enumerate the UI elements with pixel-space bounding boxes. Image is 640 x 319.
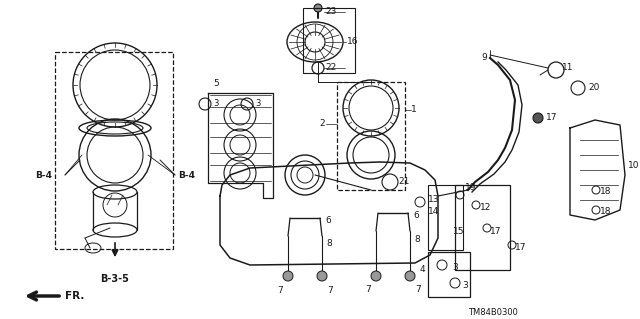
Bar <box>455 185 510 270</box>
Text: 2: 2 <box>319 120 325 129</box>
Text: 9: 9 <box>481 54 487 63</box>
Bar <box>55 52 173 249</box>
Text: 22: 22 <box>325 63 336 72</box>
Text: 7: 7 <box>365 285 371 294</box>
Text: 17: 17 <box>515 243 527 253</box>
Text: FR.: FR. <box>65 291 84 301</box>
Text: 3: 3 <box>452 263 458 272</box>
Text: 10: 10 <box>628 160 639 169</box>
Text: 4: 4 <box>419 265 425 275</box>
Text: TM84B0300: TM84B0300 <box>468 308 518 317</box>
Text: 20: 20 <box>588 84 600 93</box>
Text: B-4: B-4 <box>178 170 195 180</box>
Text: B-4: B-4 <box>35 170 52 180</box>
Circle shape <box>405 271 415 281</box>
Bar <box>428 185 463 250</box>
Text: 3: 3 <box>213 100 218 108</box>
Circle shape <box>314 4 322 12</box>
Text: 1: 1 <box>411 106 417 115</box>
Text: 21: 21 <box>398 177 410 187</box>
Text: 8: 8 <box>414 234 420 243</box>
Text: 3: 3 <box>462 280 468 290</box>
Circle shape <box>533 113 543 123</box>
Text: 19: 19 <box>465 183 477 192</box>
Text: 7: 7 <box>415 285 421 294</box>
Text: B-3-5: B-3-5 <box>100 274 129 284</box>
Bar <box>303 8 355 73</box>
Text: 6: 6 <box>413 211 419 220</box>
Text: 17: 17 <box>490 227 502 236</box>
Text: 3: 3 <box>255 100 260 108</box>
Text: 11: 11 <box>562 63 573 72</box>
Text: 16: 16 <box>347 38 358 47</box>
Text: 12: 12 <box>480 204 492 212</box>
Text: 8: 8 <box>326 240 332 249</box>
Bar <box>337 82 405 190</box>
Text: 17: 17 <box>546 114 557 122</box>
Text: 23: 23 <box>325 8 337 17</box>
Text: 14: 14 <box>428 207 440 217</box>
Circle shape <box>317 271 327 281</box>
Text: 18: 18 <box>600 207 611 217</box>
Circle shape <box>371 271 381 281</box>
Text: 15: 15 <box>453 227 465 236</box>
Text: 7: 7 <box>277 286 283 295</box>
Text: 7: 7 <box>327 286 333 295</box>
Text: 18: 18 <box>600 188 611 197</box>
Text: 5: 5 <box>213 79 219 88</box>
Bar <box>428 252 470 297</box>
Text: 6: 6 <box>325 216 331 225</box>
Circle shape <box>283 271 293 281</box>
Text: 13: 13 <box>428 196 440 204</box>
